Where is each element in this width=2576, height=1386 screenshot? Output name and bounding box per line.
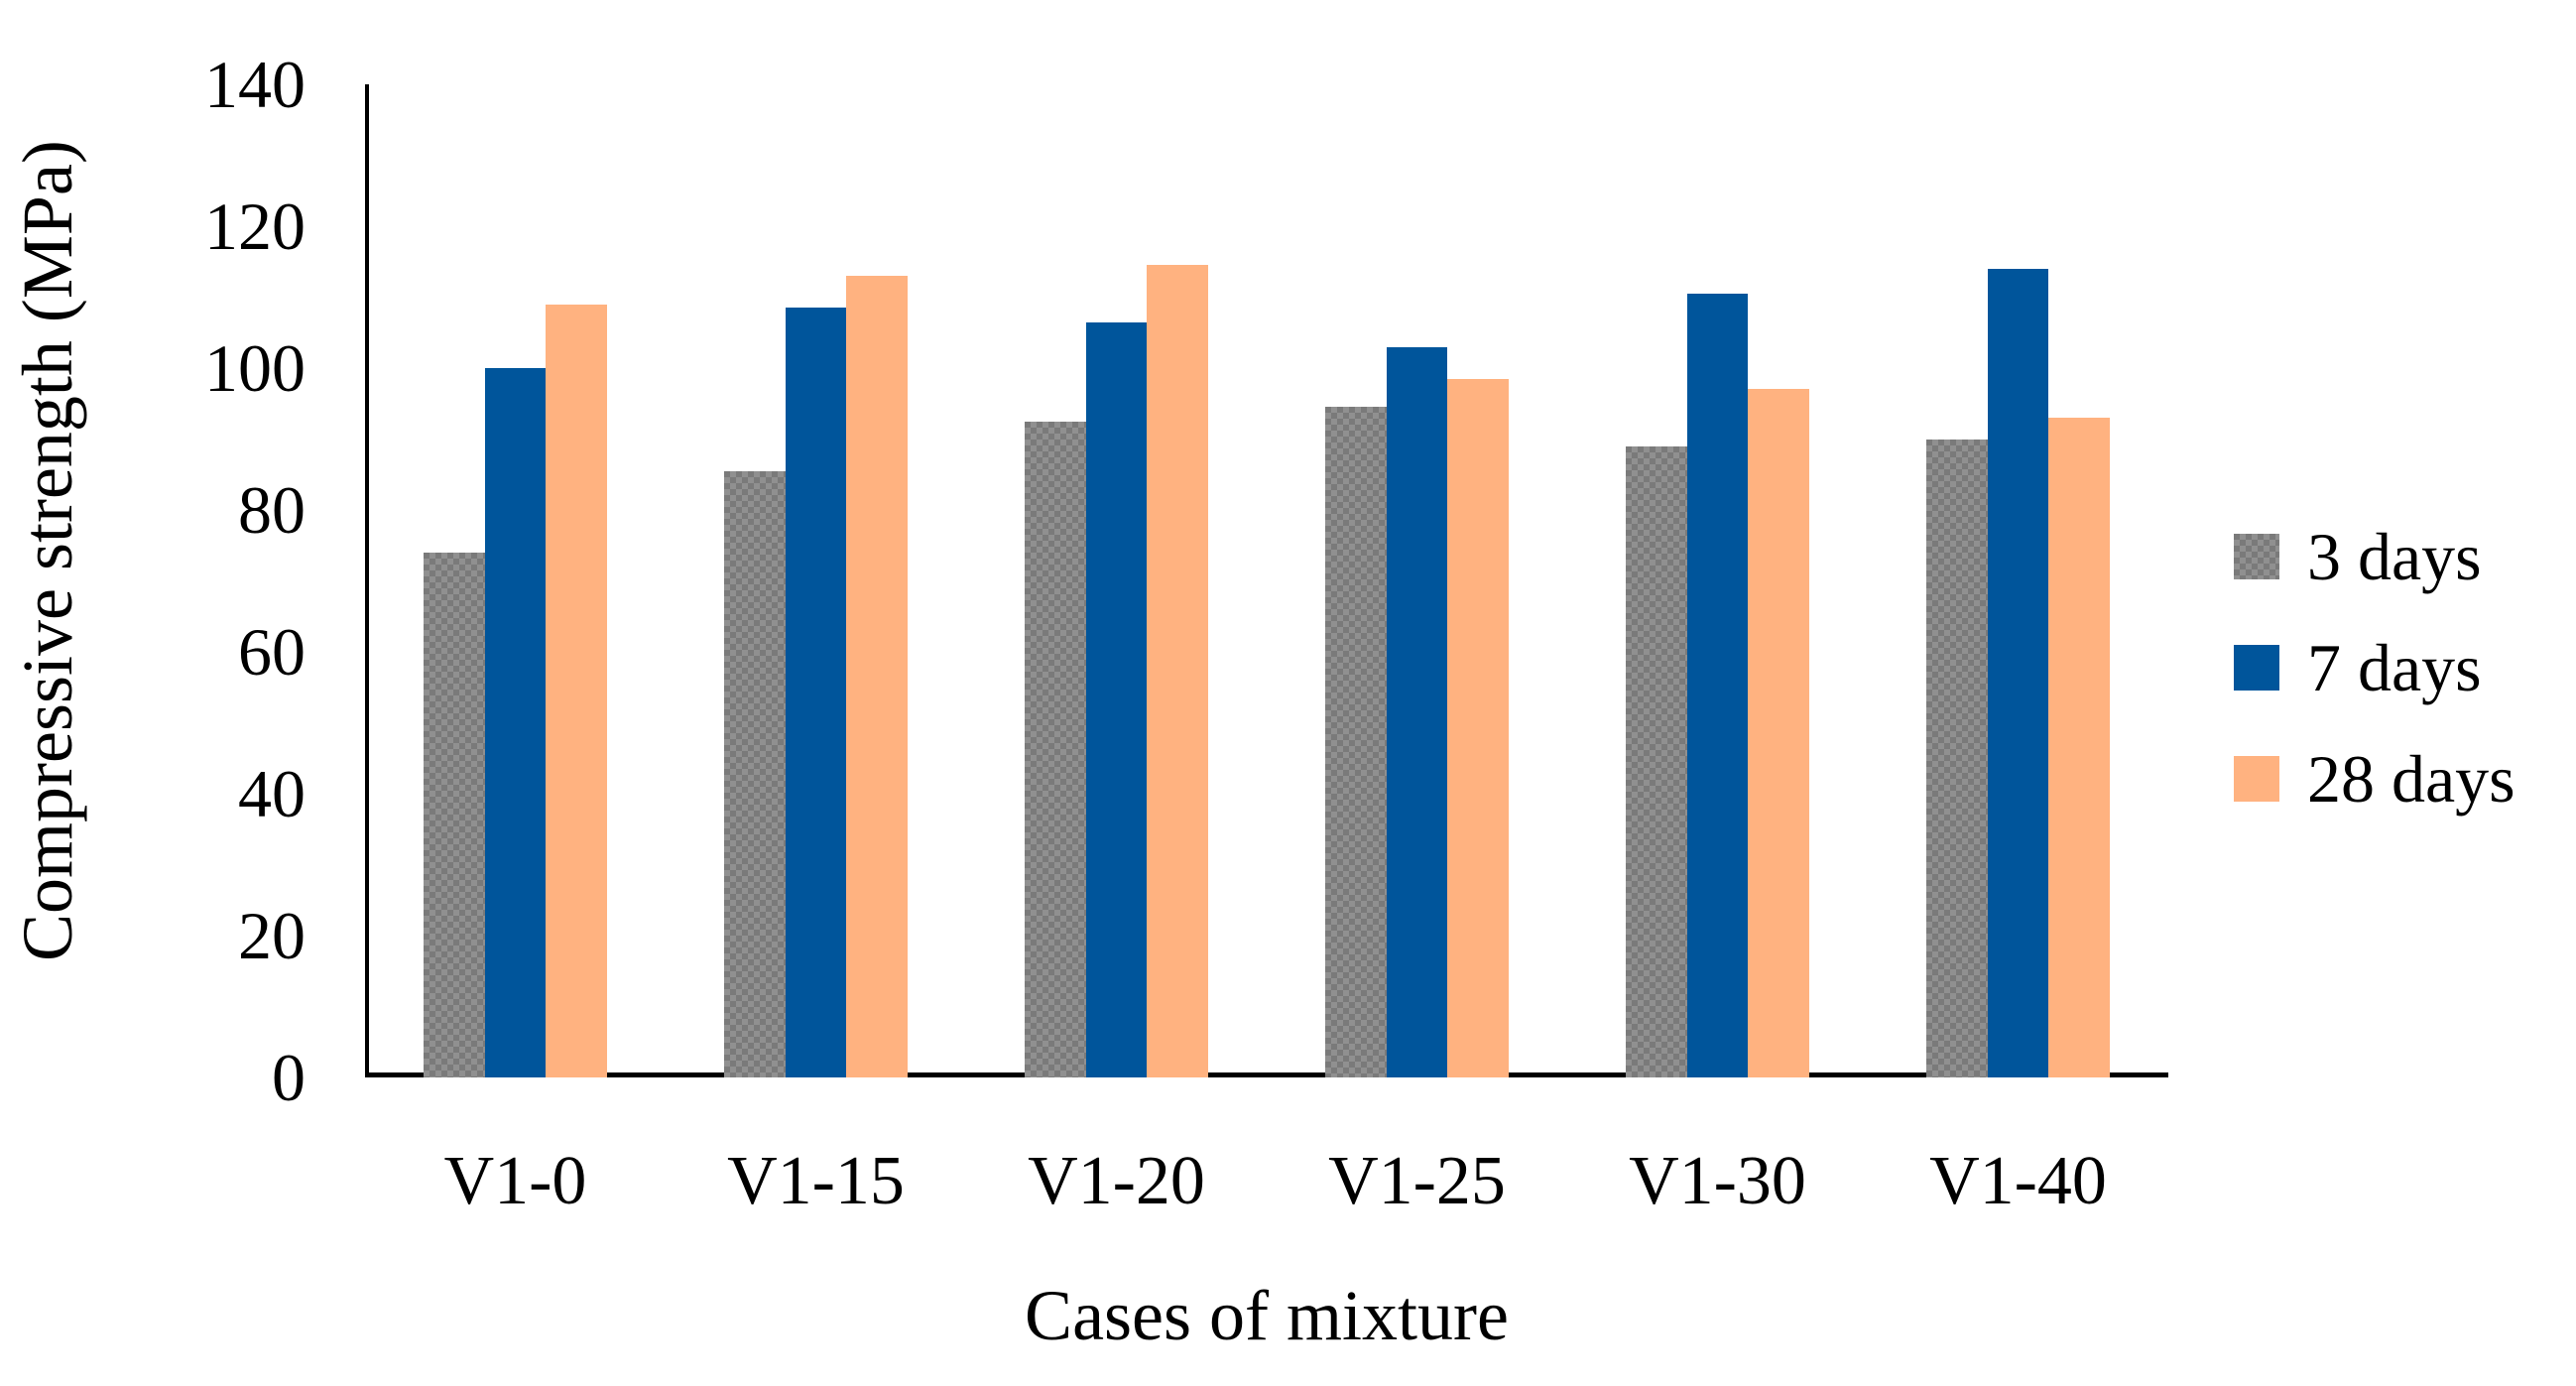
legend-swatch-icon xyxy=(2234,645,2279,691)
bar-28-days-V1-20 xyxy=(1147,265,1208,1077)
x-axis-title: Cases of mixture xyxy=(1025,1276,1509,1355)
bar-7-days-V1-30 xyxy=(1686,293,1749,1077)
bar-28-days-V1-25 xyxy=(1447,378,1509,1077)
legend-item-7-days: 7 days xyxy=(2234,634,2515,701)
y-tick-label-20: 20 xyxy=(238,898,306,973)
bar-7-days-V1-40 xyxy=(1987,268,2049,1077)
plot-area xyxy=(365,84,2168,1077)
legend-label: 28 days xyxy=(2307,741,2515,817)
bar-28-days-V1-30 xyxy=(1748,389,1809,1077)
bar-3-days-V1-20 xyxy=(1025,421,1086,1077)
bar-3-days-V1-30 xyxy=(1626,445,1687,1077)
x-tick-label-V1-40: V1-40 xyxy=(1929,1143,2107,1219)
bar-3-days-V1-0 xyxy=(424,552,485,1077)
bar-7-days-V1-25 xyxy=(1386,346,1448,1077)
bar-3-days-V1-25 xyxy=(1325,407,1387,1077)
bar-28-days-V1-15 xyxy=(846,276,908,1077)
bar-7-days-V1-0 xyxy=(484,368,547,1077)
legend-swatch-icon xyxy=(2234,534,2279,579)
bar-7-days-V1-15 xyxy=(785,308,847,1077)
bar-28-days-V1-40 xyxy=(2048,418,2110,1077)
y-tick-label-80: 80 xyxy=(238,472,306,548)
bar-28-days-V1-0 xyxy=(546,304,607,1077)
legend-item-28-days: 28 days xyxy=(2234,745,2515,813)
y-tick-label-0: 0 xyxy=(272,1040,306,1115)
legend-label: 7 days xyxy=(2307,630,2482,705)
y-tick-label-140: 140 xyxy=(204,47,306,122)
bar-3-days-V1-15 xyxy=(724,470,786,1077)
x-tick-label-V1-25: V1-25 xyxy=(1328,1143,1506,1219)
x-tick-label-V1-30: V1-30 xyxy=(1629,1143,1806,1219)
y-axis-title: Compressive strength (MPa) xyxy=(8,140,87,961)
legend-item-3-days: 3 days xyxy=(2234,523,2515,590)
y-tick-label-60: 60 xyxy=(238,614,306,690)
legend-swatch-icon xyxy=(2234,756,2279,802)
y-tick-label-40: 40 xyxy=(238,756,306,831)
y-tick-label-100: 100 xyxy=(204,330,306,406)
y-tick-label-120: 120 xyxy=(204,189,306,264)
x-tick-label-V1-0: V1-0 xyxy=(443,1143,587,1219)
x-tick-label-V1-15: V1-15 xyxy=(727,1143,905,1219)
x-tick-label-V1-20: V1-20 xyxy=(1028,1143,1205,1219)
legend-label: 3 days xyxy=(2307,519,2482,594)
bar-3-days-V1-40 xyxy=(1926,439,1988,1077)
bar-7-days-V1-20 xyxy=(1085,321,1148,1077)
legend: 3 days 7 days 28 days xyxy=(2234,523,2515,813)
